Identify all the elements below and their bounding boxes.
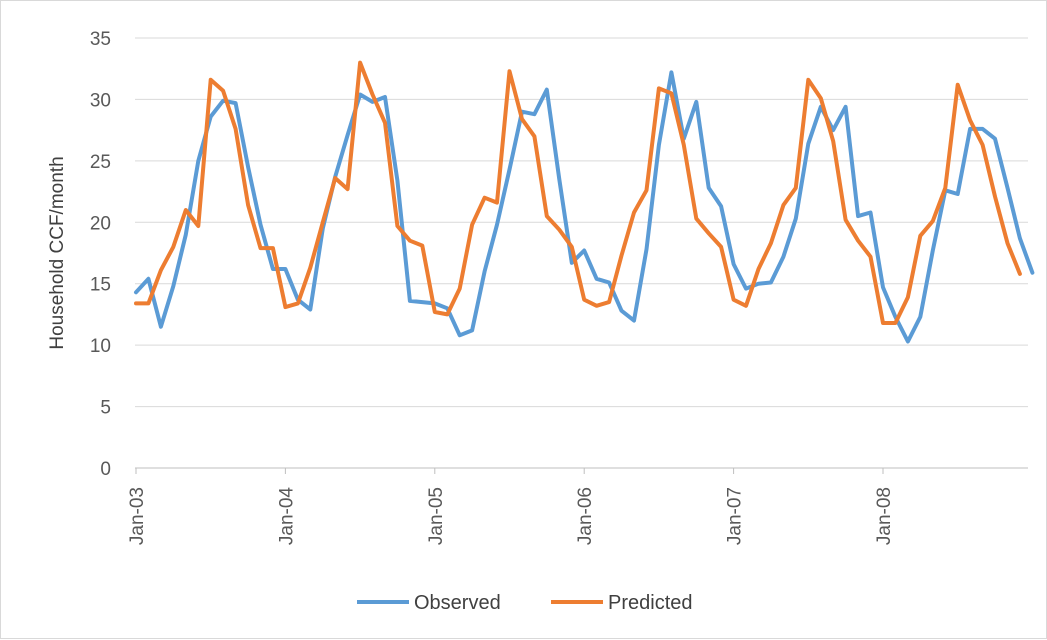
- y-tick-label-30: 30: [90, 90, 111, 111]
- series-line-observed: [134, 70, 1035, 344]
- axes: 0 5 10 15 20 25 30 35 Jan-03 Jan-04 Jan-05 Jan-06 Ja…: [90, 29, 1028, 545]
- y-tick-label-0: 0: [100, 459, 111, 480]
- y-tick-label-20: 20: [90, 213, 111, 234]
- x-tick-label-1: Jan-04: [276, 487, 297, 546]
- y-tick-label-25: 25: [90, 152, 111, 173]
- x-tick-label-5: Jan-08: [874, 487, 895, 545]
- legend: Observed Predicted: [357, 592, 693, 614]
- legend-label-observed: Observed: [414, 592, 501, 614]
- series-lines: [134, 60, 1035, 344]
- x-tick-label-0: Jan-03: [127, 487, 148, 545]
- x-tick-label-2: Jan-05: [426, 487, 447, 545]
- y-tick-label-10: 10: [90, 336, 111, 357]
- y-tick-label-35: 35: [90, 29, 111, 50]
- y-axis-title: Household CCF/month: [47, 156, 68, 349]
- x-tick-label-3: Jan-06: [575, 487, 596, 545]
- y-tick-label-5: 5: [100, 398, 111, 419]
- legend-label-predicted: Predicted: [608, 592, 693, 614]
- y-tick-label-15: 15: [90, 275, 111, 296]
- gridlines: [135, 37, 1028, 408]
- series-line-predicted: [134, 60, 1022, 325]
- x-tick-label-4: Jan-07: [725, 487, 746, 545]
